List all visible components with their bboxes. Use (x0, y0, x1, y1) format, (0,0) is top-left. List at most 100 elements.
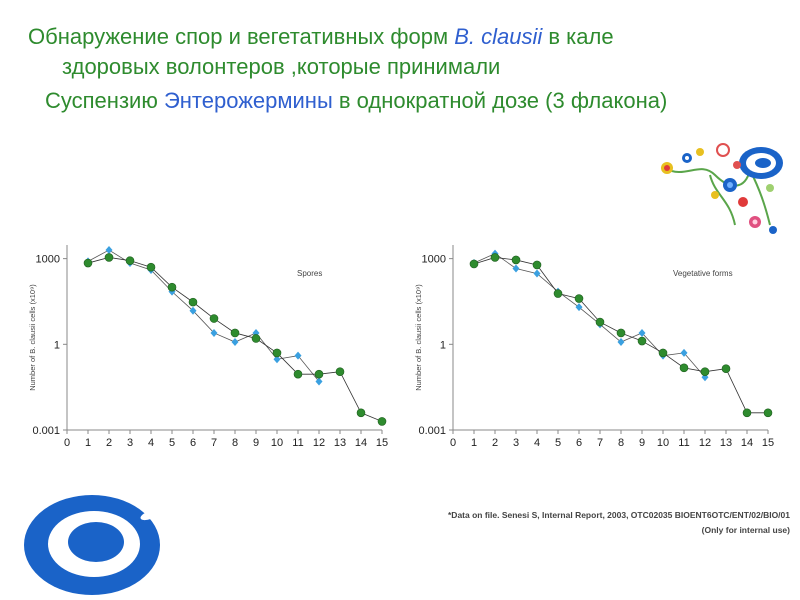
x-tick-label: 3 (513, 437, 519, 449)
chart-annotation: Spores (297, 269, 322, 278)
data-point-green (679, 363, 689, 373)
x-tick-label: 14 (355, 437, 367, 449)
data-point-blue (617, 338, 625, 347)
footnote-note: (Only for internal use) (701, 525, 790, 535)
x-tick-label: 15 (762, 437, 774, 449)
footnote: *Data on file. Senesi S, Internal Report… (350, 508, 790, 538)
y-tick-label: 1 (440, 339, 446, 351)
data-point-blue (638, 328, 646, 337)
x-tick-label: 4 (148, 437, 154, 449)
x-tick-label: 6 (576, 437, 582, 449)
data-point-green (511, 255, 521, 265)
x-tick-label: 13 (720, 437, 732, 449)
y-tick-label: 1000 (36, 254, 60, 266)
data-point-blue (105, 246, 113, 255)
data-point-green (490, 253, 500, 262)
data-point-green (209, 314, 219, 323)
x-tick-label: 0 (64, 437, 70, 449)
data-point-blue (533, 269, 541, 278)
product-name: Энтерожермины (163, 88, 333, 113)
series-line-blue (87, 249, 320, 382)
data-point-green (125, 256, 135, 265)
data-point-green (356, 408, 366, 418)
x-tick-label: 6 (190, 437, 196, 449)
y-tick-label: 0.001 (32, 425, 60, 437)
data-point-green (763, 408, 773, 418)
x-tick-label: 7 (211, 437, 217, 449)
data-point-green (293, 369, 303, 379)
x-tick-label: 11 (292, 437, 303, 449)
data-point-green (188, 297, 198, 307)
title-line3: Cуспензию Энтерожермины в однократной до… (45, 88, 668, 113)
y-tick-label: 1 (54, 339, 60, 351)
data-point-blue (168, 287, 176, 296)
data-point-blue (210, 328, 218, 337)
data-point-blue (231, 338, 239, 347)
data-point-blue (315, 377, 323, 386)
data-point-blue (680, 348, 688, 357)
data-point-green (532, 260, 542, 270)
data-point-green (167, 282, 177, 292)
y-axis-label: Number of B. clausii cells (x10⁹) (28, 284, 37, 391)
data-point-green (658, 348, 668, 358)
brand-logo-icon (24, 495, 160, 595)
data-point-green (721, 364, 731, 374)
x-tick-label: 12 (699, 437, 711, 449)
y-axis-label: Number of B. clausii cells (x10⁹) (414, 284, 423, 391)
x-tick-label: 5 (555, 437, 561, 449)
x-tick-label: 9 (253, 437, 259, 449)
data-point-green (595, 317, 605, 327)
x-tick-label: 1 (85, 437, 91, 449)
data-point-blue (294, 351, 302, 360)
x-tick-label: 15 (376, 437, 388, 449)
x-tick-label: 0 (450, 437, 456, 449)
data-point-green (742, 408, 752, 418)
data-point-green (146, 262, 156, 272)
x-tick-label: 1 (471, 437, 477, 449)
x-tick-label: 7 (597, 437, 603, 449)
footnote-source: *Data on file. Senesi S, Internal Report… (448, 510, 790, 520)
data-point-green (230, 328, 240, 338)
data-point-green (574, 294, 584, 303)
data-point-green (83, 258, 93, 268)
data-point-green (272, 348, 282, 358)
title-line1: Обнаружение спор и вегетативных форм B. … (28, 24, 614, 49)
x-tick-label: 12 (313, 437, 325, 449)
x-tick-label: 14 (741, 437, 753, 449)
data-point-green (377, 417, 387, 426)
x-tick-label: 4 (534, 437, 540, 449)
x-tick-label: 8 (232, 437, 238, 449)
data-point-green (616, 328, 626, 338)
chart-annotation: Vegetative forms (673, 269, 733, 278)
data-point-green (637, 336, 647, 346)
slide-title: Обнаружение спор и вегетативных форм B. … (28, 22, 788, 116)
x-tick-label: 5 (169, 437, 175, 449)
data-point-blue (512, 264, 520, 273)
x-tick-label: 8 (618, 437, 624, 449)
series-line-blue (473, 253, 706, 378)
x-tick-label: 2 (106, 437, 112, 449)
x-tick-label: 2 (492, 437, 498, 449)
data-point-green (335, 367, 345, 376)
data-point-green (553, 289, 563, 298)
data-point-blue (273, 355, 281, 364)
data-point-green (469, 259, 479, 269)
flowers-decoration-icon (661, 143, 783, 234)
x-tick-label: 10 (271, 437, 283, 449)
data-point-green (251, 334, 261, 343)
x-tick-label: 13 (334, 437, 346, 449)
y-tick-label: 0.001 (418, 425, 446, 437)
x-tick-label: 9 (639, 437, 645, 449)
data-point-green (700, 367, 710, 376)
x-tick-label: 3 (127, 437, 133, 449)
species-name: B. clausii (454, 24, 543, 49)
x-tick-label: 10 (657, 437, 669, 449)
data-point-blue (575, 303, 583, 312)
x-tick-label: 11 (678, 437, 689, 449)
data-point-green (104, 253, 114, 262)
data-point-green (314, 369, 324, 379)
title-line2: здоровых волонтеров ,которые принимали (62, 54, 501, 79)
data-point-blue (189, 306, 197, 315)
y-tick-label: 1000 (422, 254, 446, 266)
